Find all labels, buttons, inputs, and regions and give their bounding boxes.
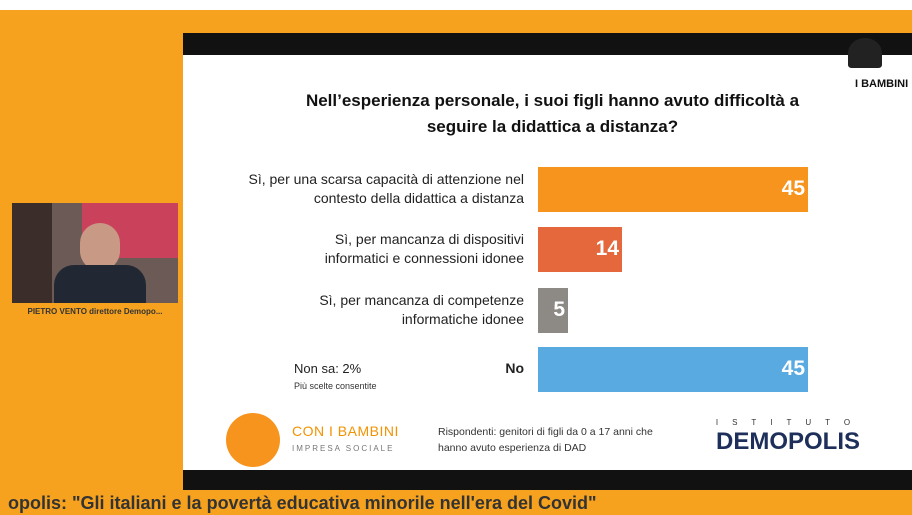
speaker-video bbox=[12, 203, 178, 303]
category-label: No bbox=[505, 360, 524, 376]
sponsor-name: CON I BAMBINI bbox=[292, 423, 399, 439]
brand-top: I BAMBINI bbox=[855, 78, 909, 90]
brand-logo bbox=[848, 38, 882, 68]
institute: DEMOPOLIS bbox=[715, 428, 860, 455]
slide-top-band bbox=[183, 33, 912, 55]
category-label: Sì, per mancanza di dispositivi informat… bbox=[324, 231, 524, 266]
bar bbox=[538, 288, 568, 333]
chart-title: Nell’esperienza personale, i suoi figli … bbox=[305, 91, 800, 136]
respondents: Rispondenti: genitori di figli da 0 a 17… bbox=[438, 426, 653, 454]
note: Più scelte consentite bbox=[294, 381, 377, 391]
institute-small: ISTITUTO bbox=[715, 418, 865, 427]
category-label: Sì, per mancanza di competenze informati… bbox=[319, 292, 524, 327]
speaker-body bbox=[54, 265, 146, 303]
value-label: 5 bbox=[553, 298, 565, 321]
sponsor-sub: IMPRESA SOCIALE bbox=[292, 444, 395, 453]
category-label: Sì, per una scarsa capacità di attenzion… bbox=[248, 171, 524, 206]
ticker: opolis: "Gli italiani e la povertà educa… bbox=[8, 493, 597, 513]
sponsor-logo bbox=[226, 413, 280, 467]
annotation: Non sa: 2% bbox=[294, 361, 362, 376]
value-label: 14 bbox=[595, 237, 619, 260]
top-strip bbox=[0, 0, 912, 10]
value-label: 45 bbox=[781, 177, 805, 200]
speaker-caption: PIETRO VENTO direttore Demopo... bbox=[27, 307, 163, 316]
bar bbox=[538, 227, 622, 272]
video-shelf bbox=[12, 203, 52, 303]
bar bbox=[538, 347, 808, 392]
value-label: 45 bbox=[781, 357, 805, 380]
bar bbox=[538, 167, 808, 212]
speaker-head bbox=[80, 223, 120, 271]
slide-bottom-band bbox=[183, 470, 912, 490]
